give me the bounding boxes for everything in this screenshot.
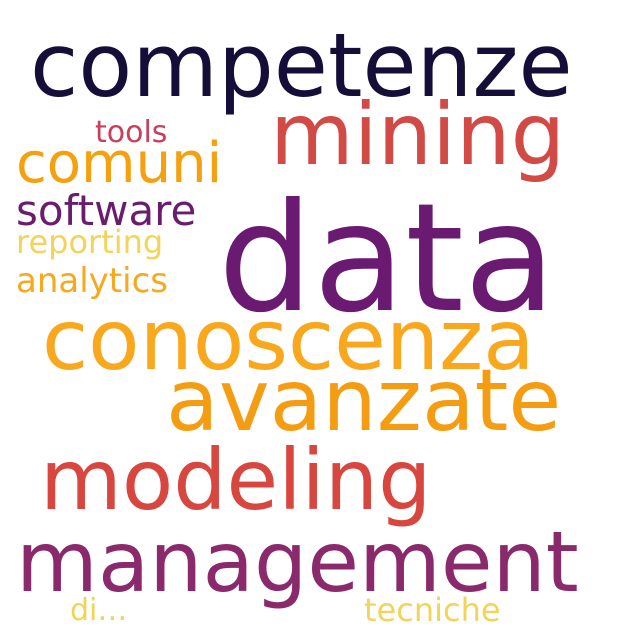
word-modeling: modeling (40, 431, 432, 529)
word-di: di… (70, 593, 128, 628)
word-management: management (16, 513, 579, 611)
word-competenze: competenze (30, 14, 573, 117)
word-avanzate: avanzate (166, 351, 562, 451)
word-tecniche: tecniche (364, 591, 501, 629)
word-tools: tools (95, 115, 168, 150)
word-software: software (16, 186, 197, 235)
word-comuni: comuni (16, 131, 223, 196)
word-conoscenza: conoscenza (42, 291, 535, 389)
word-mining: mining (270, 85, 566, 185)
word-analytics: analytics (16, 261, 168, 301)
word-data: data (218, 172, 556, 346)
word-reporting: reporting (16, 223, 164, 261)
